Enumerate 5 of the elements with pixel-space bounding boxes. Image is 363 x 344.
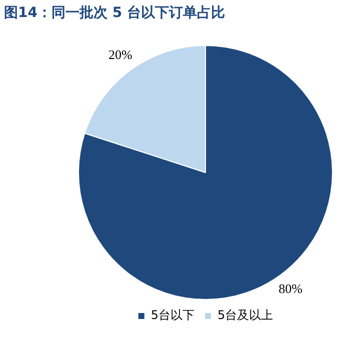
data-label: 20% [108,46,132,62]
data-label: 80% [278,281,303,296]
legend-label: 5台及以上 [218,308,274,322]
legend-label: 5台以下 [150,308,195,322]
chart-title: 图14：同一批次 5 台以下订单占比 [4,4,225,22]
